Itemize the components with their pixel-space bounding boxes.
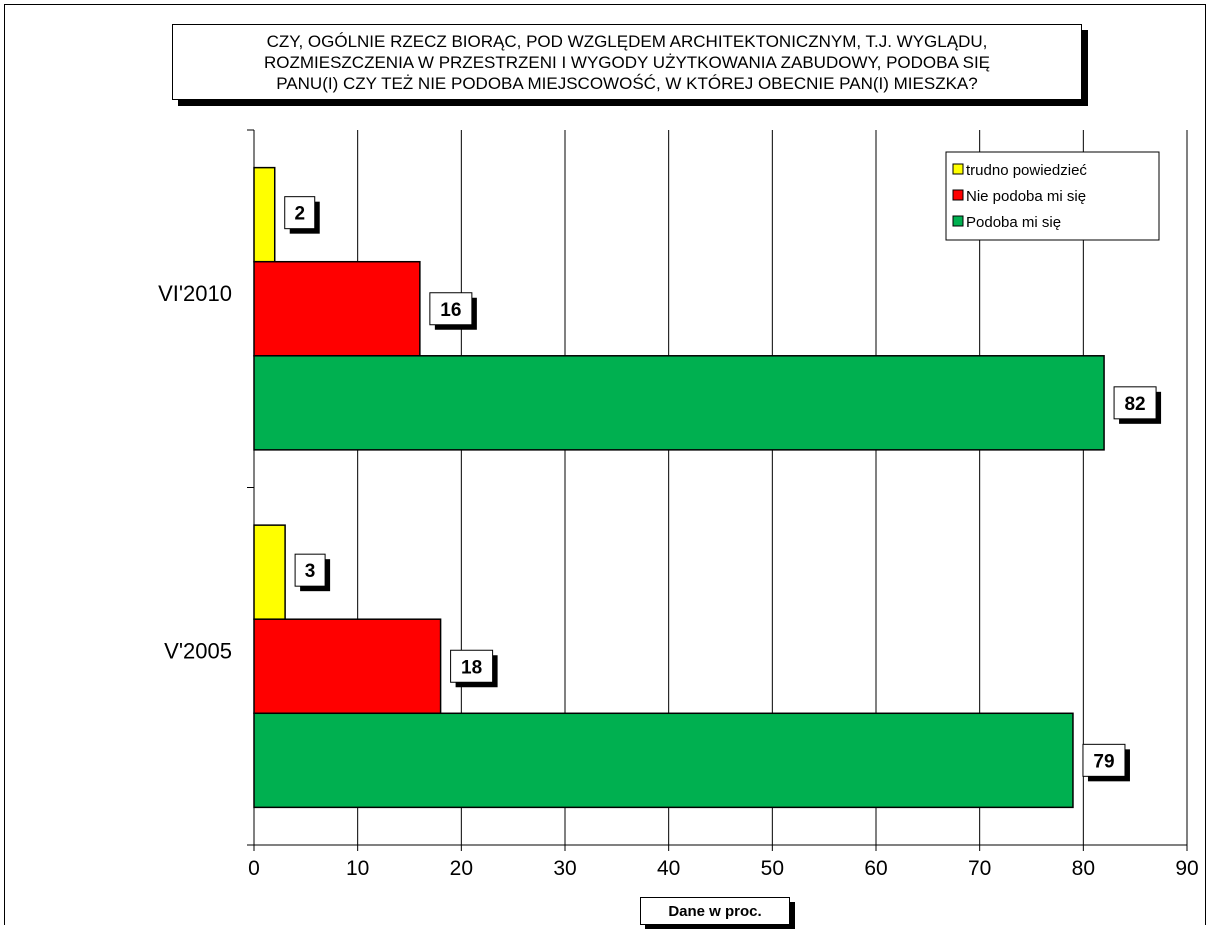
data-label-box [429,292,473,326]
bar [253,166,276,263]
chart-title-box: CZY, OGÓLNIE RZECZ BIORĄC, POD WZGLĘDEM … [172,24,1082,100]
legend-label: trudno powiedzieć [966,162,1087,179]
bar [253,260,421,357]
x-axis-label: Dane w proc. [668,902,762,920]
x-tick-label: 90 [1175,857,1198,880]
bar [253,712,1074,809]
data-label-box [450,649,494,683]
data-label-box [1082,743,1126,777]
bar [253,355,1105,451]
x-tick-label: 20 [450,857,473,880]
category-label: V'2005 [164,638,232,663]
data-label: 16 [440,300,461,321]
category-label: VI'2010 [158,281,232,306]
x-tick-label: 50 [761,857,784,880]
x-tick-label: 70 [968,857,991,880]
data-label-box [294,553,326,587]
bar [253,524,286,620]
legend-swatch [952,189,964,201]
x-tick-label: 60 [864,857,887,880]
x-axis-label-box: Dane w proc. [640,897,790,925]
data-label: 82 [1124,394,1145,415]
data-label: 79 [1093,751,1114,772]
data-label: 3 [305,561,316,582]
legend-label: Nie podoba mi się [966,188,1086,205]
data-label-box [284,196,316,230]
legend-box [945,151,1160,241]
chart-title-line: CZY, OGÓLNIE RZECZ BIORĄC, POD WZGLĘDEM … [266,31,988,51]
legend-swatch [952,163,964,175]
chart-frame [4,4,1206,925]
x-tick-label: 40 [657,857,680,880]
data-label: 2 [294,204,305,225]
chart-title-line: ROZMIESZCZENIA W PRZESTRZENI I WYGODY UŻ… [263,52,991,72]
data-label: 18 [461,657,482,678]
x-tick-label: 10 [346,857,369,880]
bar [253,618,442,715]
x-tick-label: 30 [553,857,576,880]
data-label-box [1113,386,1157,420]
chart-title: CZY, OGÓLNIE RZECZ BIORĄC, POD WZGLĘDEM … [264,31,990,94]
x-tick-label: 0 [248,857,260,880]
x-tick-label: 80 [1072,857,1095,880]
chart-title-line: PANU(I) CZY TEŻ NIE PODOBA MIEJSCOWOŚĆ, … [276,73,978,93]
legend-swatch [952,215,964,227]
legend-label: Podoba mi się [966,214,1061,231]
